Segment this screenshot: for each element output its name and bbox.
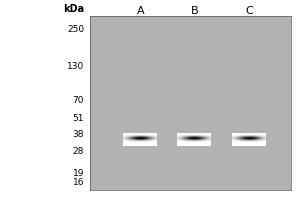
Text: B: B bbox=[191, 6, 198, 16]
Text: 38: 38 bbox=[73, 130, 84, 139]
Text: 130: 130 bbox=[67, 62, 84, 71]
Text: 28: 28 bbox=[73, 147, 84, 156]
Text: 51: 51 bbox=[73, 114, 84, 123]
Text: 19: 19 bbox=[73, 169, 84, 178]
Text: kDa: kDa bbox=[63, 4, 84, 14]
Text: C: C bbox=[245, 6, 253, 16]
Text: 16: 16 bbox=[73, 178, 84, 187]
Text: 70: 70 bbox=[73, 96, 84, 105]
Text: 250: 250 bbox=[67, 25, 84, 34]
Text: A: A bbox=[136, 6, 144, 16]
